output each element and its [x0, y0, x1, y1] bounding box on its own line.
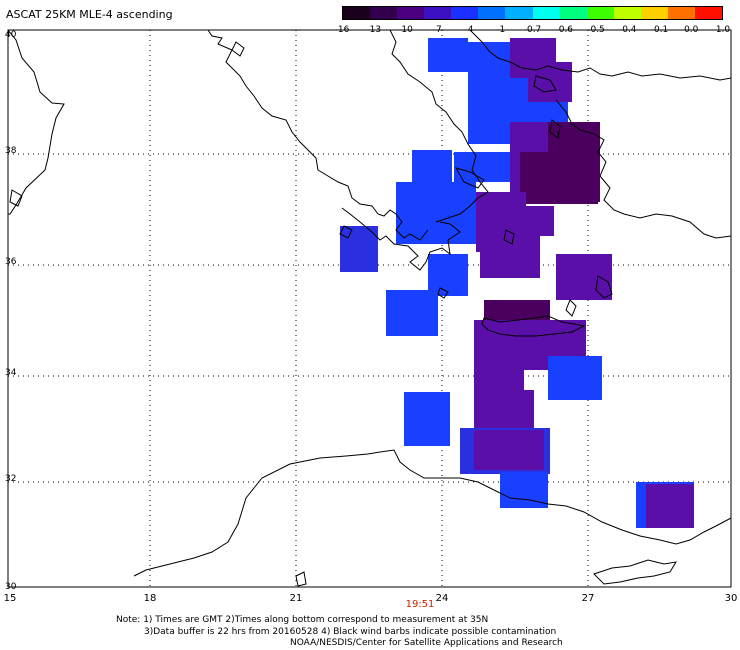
- colorbar-segment: [559, 7, 587, 19]
- colorbar-segment: [343, 7, 371, 19]
- colorbar-segment: [478, 7, 506, 19]
- coast-cyprus: [593, 559, 677, 585]
- note-line-2: 3)Data buffer is 22 hrs from 20160528 4)…: [144, 627, 557, 637]
- island-lesvos: [533, 75, 557, 93]
- island-corfu: [231, 41, 245, 57]
- colorbar: [342, 6, 723, 20]
- coast-crete: [481, 315, 586, 337]
- colorbar-segment: [397, 7, 425, 19]
- swath-cell: [428, 38, 468, 72]
- swath-cell: [474, 390, 534, 430]
- swath-cell: [396, 182, 476, 244]
- scatterometer-swath: [340, 38, 694, 528]
- pass-time: 19:51: [405, 599, 435, 610]
- latitude-label: 36: [5, 257, 17, 267]
- longitude-label: 21: [289, 593, 303, 604]
- swath-cell: [556, 254, 612, 300]
- swath-cell: [428, 254, 468, 296]
- island-naxos: [503, 229, 515, 245]
- note-line-1: Note: 1) Times are GMT 2)Times along bot…: [116, 615, 489, 625]
- coast-thrace: [469, 29, 732, 81]
- latitude-label: 40: [5, 30, 17, 40]
- swath-cell: [480, 228, 540, 278]
- colorbar-segment: [586, 7, 614, 19]
- colorbar-segment: [613, 7, 641, 19]
- island-kythira: [437, 287, 449, 299]
- colorbar-segment: [695, 7, 723, 19]
- swath-cell: [528, 62, 572, 102]
- swath-cell: [474, 430, 544, 470]
- note-line-3: NOAA/NESDIS/Center for Satellite Applica…: [290, 638, 563, 648]
- coast-north-africa: [133, 449, 732, 577]
- colorbar-segment: [532, 7, 560, 19]
- coast-greece-west: [207, 29, 429, 241]
- longitude-label: 15: [3, 593, 17, 604]
- swath-cell: [646, 484, 694, 528]
- coast-peloponnese: [341, 207, 461, 271]
- swath-cell: [404, 392, 450, 446]
- island-chios: [549, 119, 561, 139]
- island-euboea: [454, 167, 485, 189]
- swath-cell: [340, 226, 378, 272]
- longitude-label: 18: [143, 593, 157, 604]
- longitude-label: 27: [581, 593, 595, 604]
- map-frame: [7, 29, 732, 588]
- swath-cell: [454, 152, 510, 182]
- latitude-label: 38: [5, 146, 17, 156]
- swath-cell: [520, 152, 598, 204]
- swath-cell: [548, 356, 602, 400]
- swath-cell: [386, 290, 438, 336]
- colorbar-segment: [640, 7, 668, 19]
- longitude-label: 30: [724, 593, 738, 604]
- island-zakynthos: [339, 225, 353, 239]
- colorbar-segment: [667, 7, 696, 19]
- latitude-label: 32: [5, 474, 17, 484]
- colorbar-segment: [451, 7, 479, 19]
- coast-aegean-north: [389, 29, 489, 223]
- latitude-label: 34: [5, 368, 17, 378]
- island-karpathos: [565, 299, 577, 317]
- coast-italy: [7, 29, 65, 215]
- colorbar-segment: [424, 7, 452, 19]
- map-title: ASCAT 25KM MLE-4 ascending: [6, 8, 173, 21]
- colorbar-segment: [505, 7, 533, 19]
- coastline: [7, 29, 732, 587]
- graticule: [8, 30, 731, 587]
- island-malta: [295, 571, 307, 587]
- latitude-label: 30: [5, 582, 17, 592]
- colorbar-segment: [370, 7, 398, 19]
- longitude-label: 24: [435, 593, 449, 604]
- island-sicily-tip: [9, 189, 23, 207]
- coast-turkey: [555, 99, 732, 239]
- coast-rhodes: [595, 275, 613, 299]
